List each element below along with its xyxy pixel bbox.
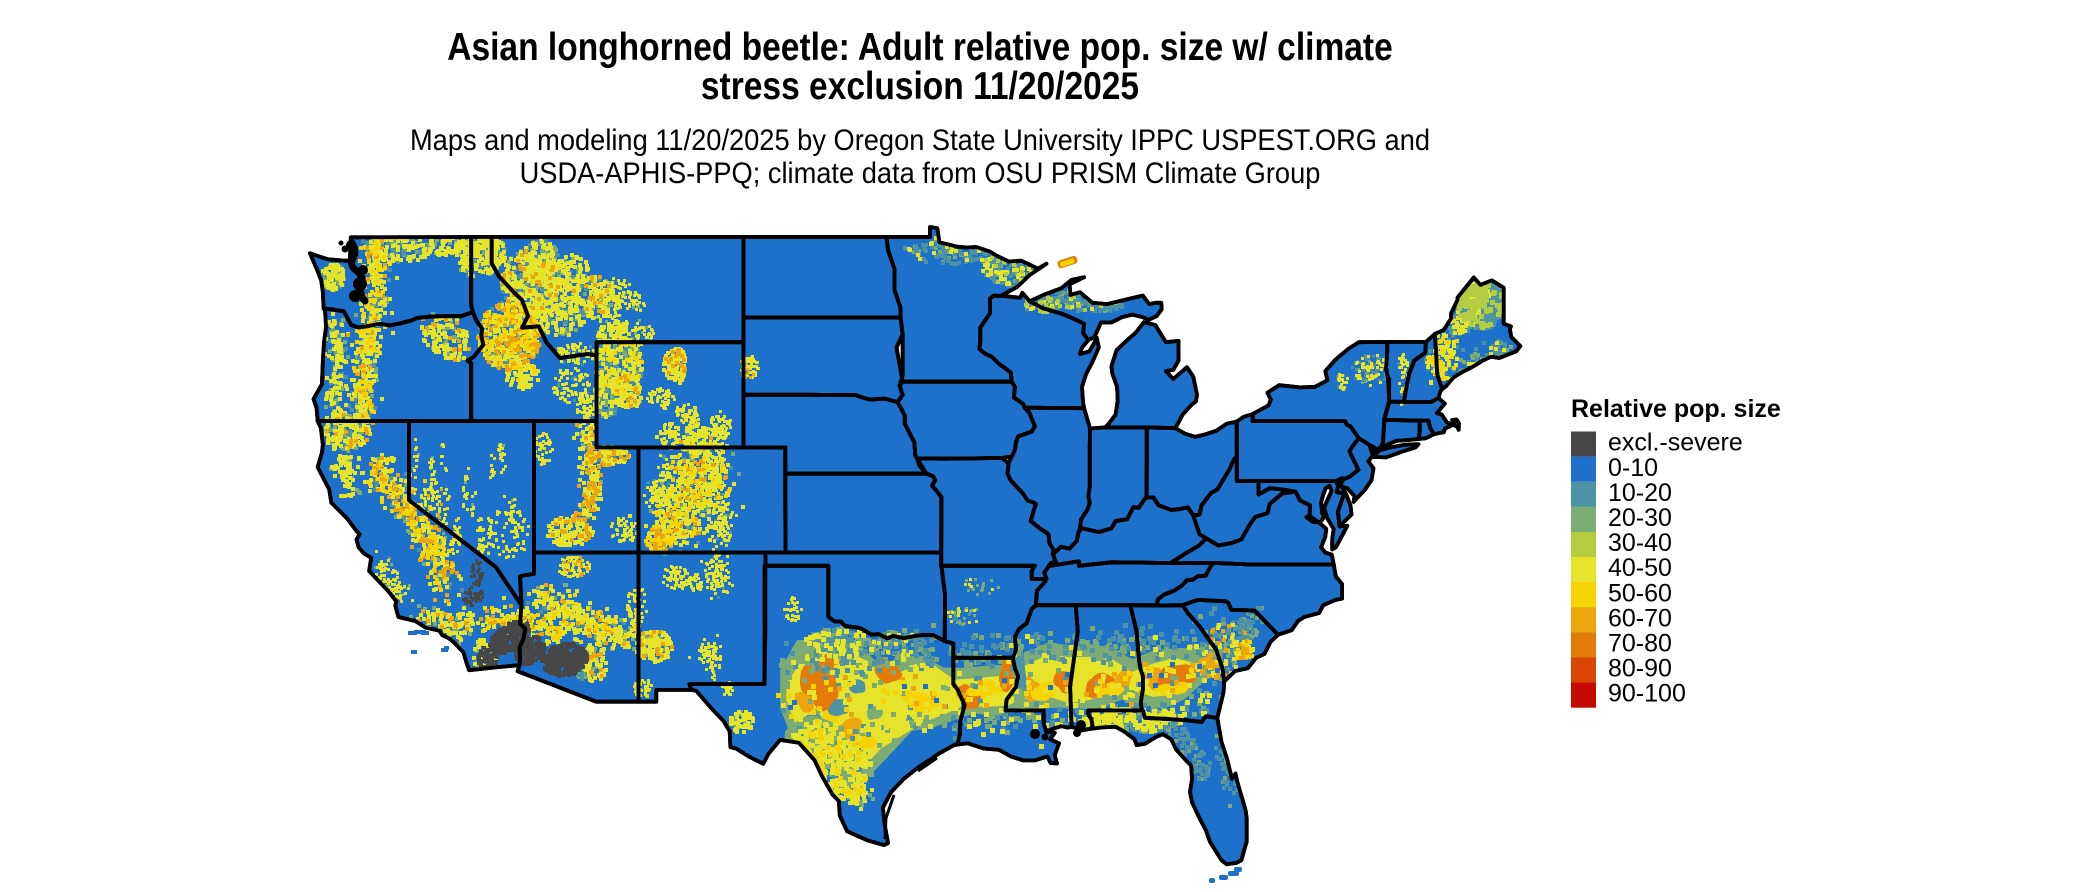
svg-text:Relative pop. size: Relative pop. size (1571, 395, 1781, 423)
svg-text:90-100: 90-100 (1608, 680, 1686, 708)
svg-text:80-90: 80-90 (1608, 655, 1672, 683)
svg-text:20-30: 20-30 (1608, 504, 1672, 532)
svg-text:0-10: 0-10 (1608, 454, 1658, 482)
svg-text:50-60: 50-60 (1608, 579, 1672, 607)
svg-text:excl.-severe: excl.-severe (1608, 429, 1743, 457)
svg-text:30-40: 30-40 (1608, 529, 1672, 557)
svg-text:60-70: 60-70 (1608, 604, 1672, 632)
svg-text:40-50: 40-50 (1608, 554, 1672, 582)
svg-text:10-20: 10-20 (1608, 479, 1672, 507)
svg-text:70-80: 70-80 (1608, 630, 1672, 658)
